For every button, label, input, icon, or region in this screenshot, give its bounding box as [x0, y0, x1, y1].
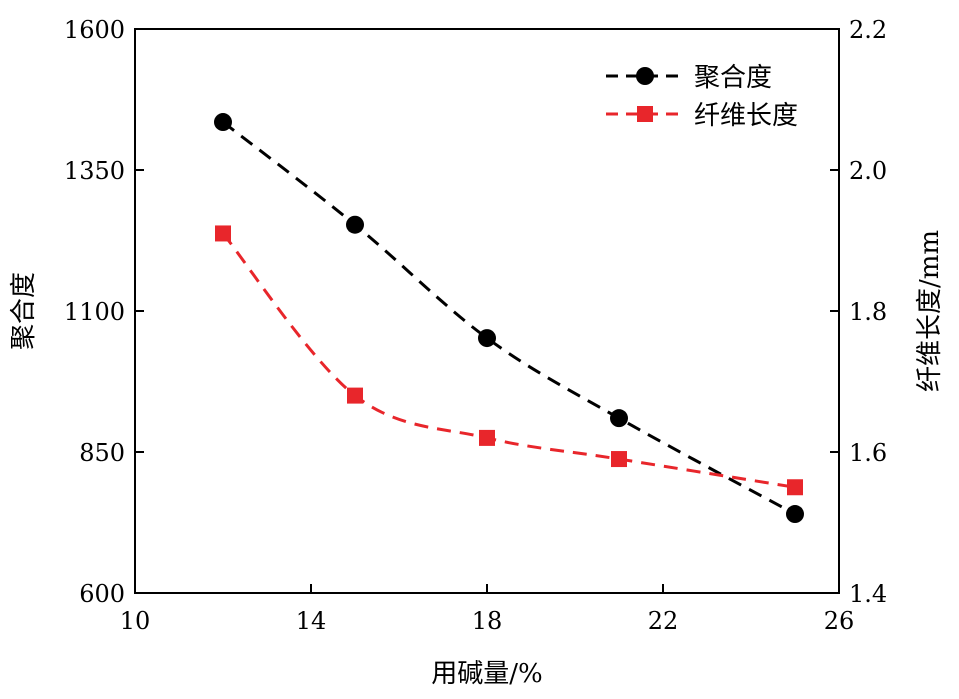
- legend-marker-dp: [636, 67, 654, 85]
- x-tick-label: 10: [120, 607, 151, 635]
- x-tick-label: 22: [648, 607, 679, 635]
- data-point-fiber-length: [215, 225, 231, 242]
- x-tick-label: 18: [472, 607, 503, 635]
- x-axis-title: 用碱量/%: [431, 659, 542, 689]
- series-markers: [214, 113, 804, 524]
- series-lines: [221, 120, 796, 516]
- data-point-dp: [786, 505, 804, 524]
- data-point-fiber-length: [479, 429, 495, 446]
- y-right-tick-label: 1.8: [849, 298, 887, 326]
- y-right-tick-label: 2.0: [849, 157, 887, 185]
- legend-label-fiber: 纤维长度: [694, 101, 798, 131]
- data-point-dp: [346, 215, 364, 234]
- x-tick-label: 14: [296, 607, 327, 635]
- series-line-fiber-length: [221, 232, 796, 489]
- y-left-tick-label: 600: [79, 580, 125, 608]
- legend-marker-fiber: [637, 106, 653, 122]
- y-left-tick-label: 1100: [64, 298, 125, 326]
- series-line-dp: [222, 120, 796, 516]
- axis-ticks: [134, 28, 840, 594]
- data-point-dp: [478, 329, 496, 348]
- y-axis-right-title: 纤维长度/mm: [915, 230, 945, 392]
- legend-label-dp: 聚合度: [694, 63, 772, 93]
- data-point-fiber-length: [347, 387, 363, 404]
- y-left-tick-label: 1350: [64, 157, 125, 185]
- x-tick-label: 26: [824, 607, 855, 635]
- y-right-tick-label: 2.2: [849, 16, 887, 44]
- data-point-dp: [610, 409, 628, 428]
- axis-tick-labels: 10 14 18 22 26 600 850 1100 1350 1600 1.4 1.6 1.8 2.0…: [64, 16, 887, 635]
- data-point-fiber-length: [787, 479, 803, 496]
- y-right-tick-label: 1.4: [849, 580, 887, 608]
- y-right-tick-label: 1.6: [849, 439, 887, 467]
- y-axis-left-title: 聚合度: [9, 272, 39, 350]
- data-point-dp: [214, 113, 232, 132]
- y-left-tick-label: 850: [79, 439, 125, 467]
- data-point-fiber-length: [611, 451, 627, 468]
- legend: 聚合度 纤维长度: [606, 63, 798, 131]
- y-left-tick-label: 1600: [64, 16, 125, 44]
